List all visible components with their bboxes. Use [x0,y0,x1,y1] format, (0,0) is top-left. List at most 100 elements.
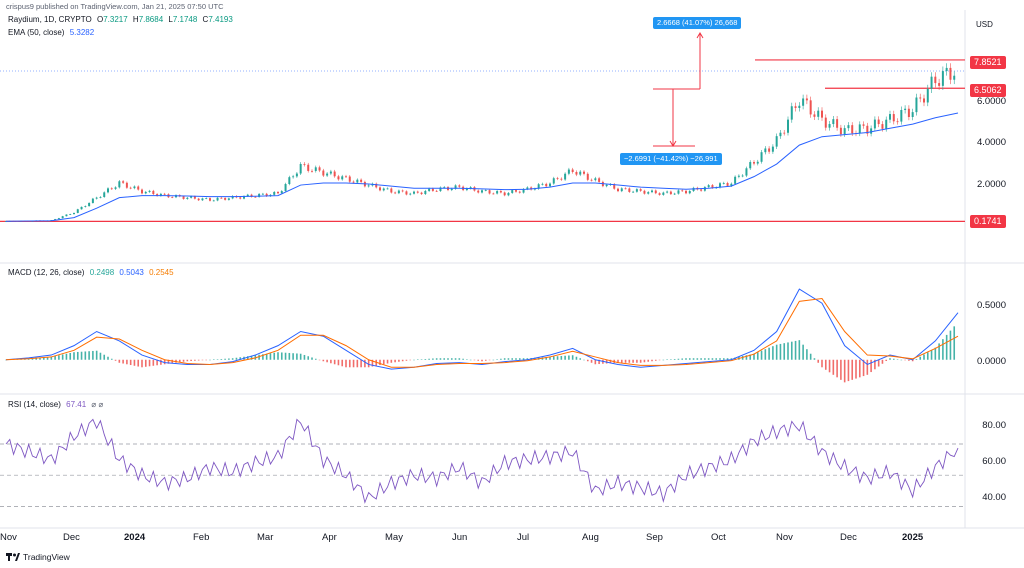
candle-body [703,187,706,191]
macd-histogram-bar [870,359,872,373]
macd-histogram-bar [382,359,385,365]
candle-body [779,132,782,137]
candle-body [904,108,907,110]
candle-body [209,198,211,201]
measure-up-arrowhead [696,32,704,39]
macd-histogram-bar [197,359,200,361]
candle-body [564,173,567,180]
macd-histogram-bar [341,359,344,367]
candle-body [144,191,147,194]
candle-body [159,193,162,196]
candle-body [809,100,812,115]
macd-histogram-bar [379,359,381,366]
macd-histogram-bar [299,353,302,360]
tradingview-text: TradingView [23,552,70,562]
symbol-name: Raydium, 1D, CRYPTO [8,15,92,24]
candle-body [828,124,831,128]
candle-body [190,196,193,198]
candle-body [522,189,525,193]
price-label-mid: 6.5062 [970,84,1006,97]
macd-histogram-bar [896,359,899,360]
candle-body [673,193,676,195]
candle-body [103,192,106,197]
month-jul: Jul [517,532,530,543]
macd-histogram-bar [39,357,41,360]
macd-histogram-bar [654,359,657,361]
candle-body [685,190,687,194]
candle-body [896,121,899,123]
price-label-high: 7.8521 [970,56,1006,69]
candle-body [533,188,536,190]
ema-label: EMA (50, close) [8,28,65,37]
macd-histogram-bar [277,352,279,360]
candle-body [843,128,846,135]
currency-label: USD [976,20,993,29]
macd-histogram-bar [862,359,865,377]
macd-histogram-bar [69,352,72,360]
candle-body [265,193,268,197]
macd-histogram-bar [447,358,449,360]
macd-histogram-bar [575,356,578,360]
ema-value: 5.3282 [69,28,95,37]
macd-histogram-bar [719,358,721,360]
candle-body [99,196,102,198]
macd-histogram-bar [726,358,729,360]
macd-histogram-bar [352,359,355,368]
macd-histogram-bar [390,359,393,363]
macd-histogram-bar [496,359,498,360]
rsi-settings-icons[interactable]: ⌀ ⌀ [91,400,104,409]
candle-body [118,181,121,188]
candle-body [594,178,597,181]
close-value: 7.4193 [208,15,233,24]
candle-body [662,192,665,195]
candle-body [745,168,748,176]
macd-histogram-bar [503,358,506,360]
macd-histogram-bar [110,358,113,360]
candle-body [749,162,752,169]
candle-body [900,109,903,122]
macd-histogram-bar [500,358,502,360]
candle-body [790,106,793,120]
macd-histogram-bar [190,359,192,362]
macd-histogram-bar [114,359,117,361]
rsi-tick-60: 60.00 [982,456,1006,467]
macd-histogram-bar [923,354,925,360]
macd-histogram-bar [65,353,68,360]
macd-tick-0: 0.0000 [976,356,1006,367]
candle-body [549,183,551,187]
macd-histogram-bar [828,359,831,373]
candle-body [775,136,778,147]
macd-histogram-bar [881,359,884,364]
macd-histogram-bar [692,358,695,360]
candle-body [435,190,438,192]
macd-histogram-bar [122,359,124,364]
candle-body [341,176,344,180]
macd-histogram-bar [443,358,446,360]
macd-histogram-bar [450,358,453,360]
tradingview-logo[interactable]: TradingView [6,552,70,562]
candle-body [613,184,616,189]
macd-histogram-bar [617,359,619,363]
macd-histogram-bar [5,359,7,361]
candle-body [677,190,680,194]
macd-histogram-bar [99,352,102,360]
macd-histogram-bar [934,347,937,360]
candle-body [88,202,91,207]
macd-histogram-bar [224,358,226,360]
candle-body [575,172,578,175]
macd-histogram-bar [152,359,155,366]
macd-histogram-bar [919,356,922,360]
macd-histogram-bar [405,359,408,361]
macd-histogram-bar [439,358,442,360]
candle-body [390,188,393,193]
macd-histogram-bar [401,359,404,362]
macd-histogram-bar [840,359,842,380]
macd-histogram-bar [549,356,551,360]
macd-histogram-bar [643,359,646,363]
macd-histogram-bar [432,358,434,360]
candle-body [499,191,502,193]
candle-body [76,209,79,213]
macd-histogram-bar [364,359,366,368]
candle-body [220,197,223,199]
candle-body [669,191,672,195]
